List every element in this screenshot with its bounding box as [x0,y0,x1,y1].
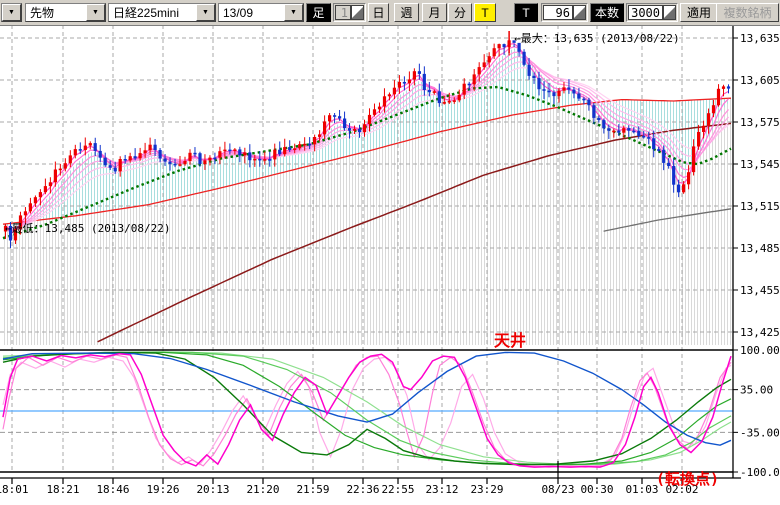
svg-text:18:01: 18:01 [0,483,29,496]
chevron-down-icon: ▼ [86,4,105,21]
svg-text:00:30: 00:30 [580,483,613,496]
day-button[interactable]: 日 [368,3,389,22]
svg-text:01:03: 01:03 [625,483,658,496]
svg-text:-35.00: -35.00 [740,426,780,439]
svg-text:18:21: 18:21 [46,483,79,496]
svg-text:(転換点): (転換点) [656,470,719,488]
interval-input[interactable]: 1 [335,5,351,20]
interval-input-group: 1 [333,3,366,22]
contract-month-value: 13/09 [223,5,254,20]
symbol-select-value: 日経225mini [113,6,180,20]
bar-count-spinner-icon[interactable] [663,5,676,20]
svg-text:08/23: 08/23 [541,483,574,496]
svg-text:18:46: 18:46 [96,483,129,496]
svg-text:13,575: 13,575 [740,116,780,129]
svg-text:22:55: 22:55 [381,483,414,496]
svg-text:-100.00: -100.00 [740,466,780,479]
symbol-select[interactable]: 日経225mini ▼ [108,3,216,22]
price-and-oscillator-chart: 13,635 13,605 13,575 13,545 13,515 13,485 13,4… [0,25,780,500]
svg-text:21:59: 21:59 [296,483,329,496]
svg-text:天井: 天井 [494,331,526,350]
tick-mode-button[interactable]: T [514,3,538,22]
svg-text:100.00: 100.00 [740,344,780,357]
svg-text:13,455: 13,455 [740,284,780,297]
tick-count-group: 96 [541,3,588,22]
bar-count-input[interactable]: 3000 [628,5,663,20]
month-button[interactable]: 月 [422,3,447,22]
chevron-down-icon: ▼ [2,4,21,21]
bar-count-mode-button[interactable]: 本数 [590,3,624,22]
week-button[interactable]: 週 [394,3,419,22]
apply-button[interactable]: 適用 [680,3,718,22]
svg-text:23:12: 23:12 [425,483,458,496]
interval-spinner-icon[interactable] [351,5,364,20]
multi-symbol-button[interactable]: 複数銘柄 [716,3,779,22]
svg-text:13,545: 13,545 [740,158,780,171]
market-select-value: 先物 [30,6,55,20]
tick-count-input[interactable]: 96 [543,5,573,20]
chevron-down-icon: ▼ [284,4,303,21]
toolbar: ▼ 先物 ▼ 日経225mini ▼ 13/09 ▼ 足 1 日 週 月 分 T… [0,0,780,26]
svg-text:21:20: 21:20 [246,483,279,496]
svg-text:←最低：13,485 (2013/08/22): ←最低：13,485 (2013/08/22) [5,222,170,235]
svg-text:23:29: 23:29 [470,483,503,496]
svg-text:13,605: 13,605 [740,74,780,87]
svg-text:22:36: 22:36 [346,483,379,496]
svg-text:←最大：13,635 (2013/08/22): ←最大：13,635 (2013/08/22) [514,31,679,45]
mini-dropdown[interactable]: ▼ [1,3,22,22]
market-select[interactable]: 先物 ▼ [25,3,106,22]
chart-area[interactable]: 13,635 13,605 13,575 13,545 13,515 13,485 13,4… [0,25,780,500]
chevron-down-icon: ▼ [196,4,215,21]
bar-count-group: 3000 [626,3,678,22]
svg-text:13,515: 13,515 [740,200,780,213]
minute-button[interactable]: 分 [448,3,472,22]
svg-text:35.00: 35.00 [740,384,773,397]
tick-count-spinner-icon[interactable] [573,5,586,20]
svg-text:13,485: 13,485 [740,242,780,255]
ashi-button[interactable]: 足 [306,3,331,22]
svg-text:20:13: 20:13 [196,483,229,496]
contract-month-select[interactable]: 13/09 ▼ [218,3,304,22]
svg-text:13,635: 13,635 [740,32,780,45]
svg-text:13,425: 13,425 [740,326,780,339]
svg-text:02:02: 02:02 [665,483,698,496]
tick-button[interactable]: T [474,3,496,22]
svg-text:19:26: 19:26 [146,483,179,496]
